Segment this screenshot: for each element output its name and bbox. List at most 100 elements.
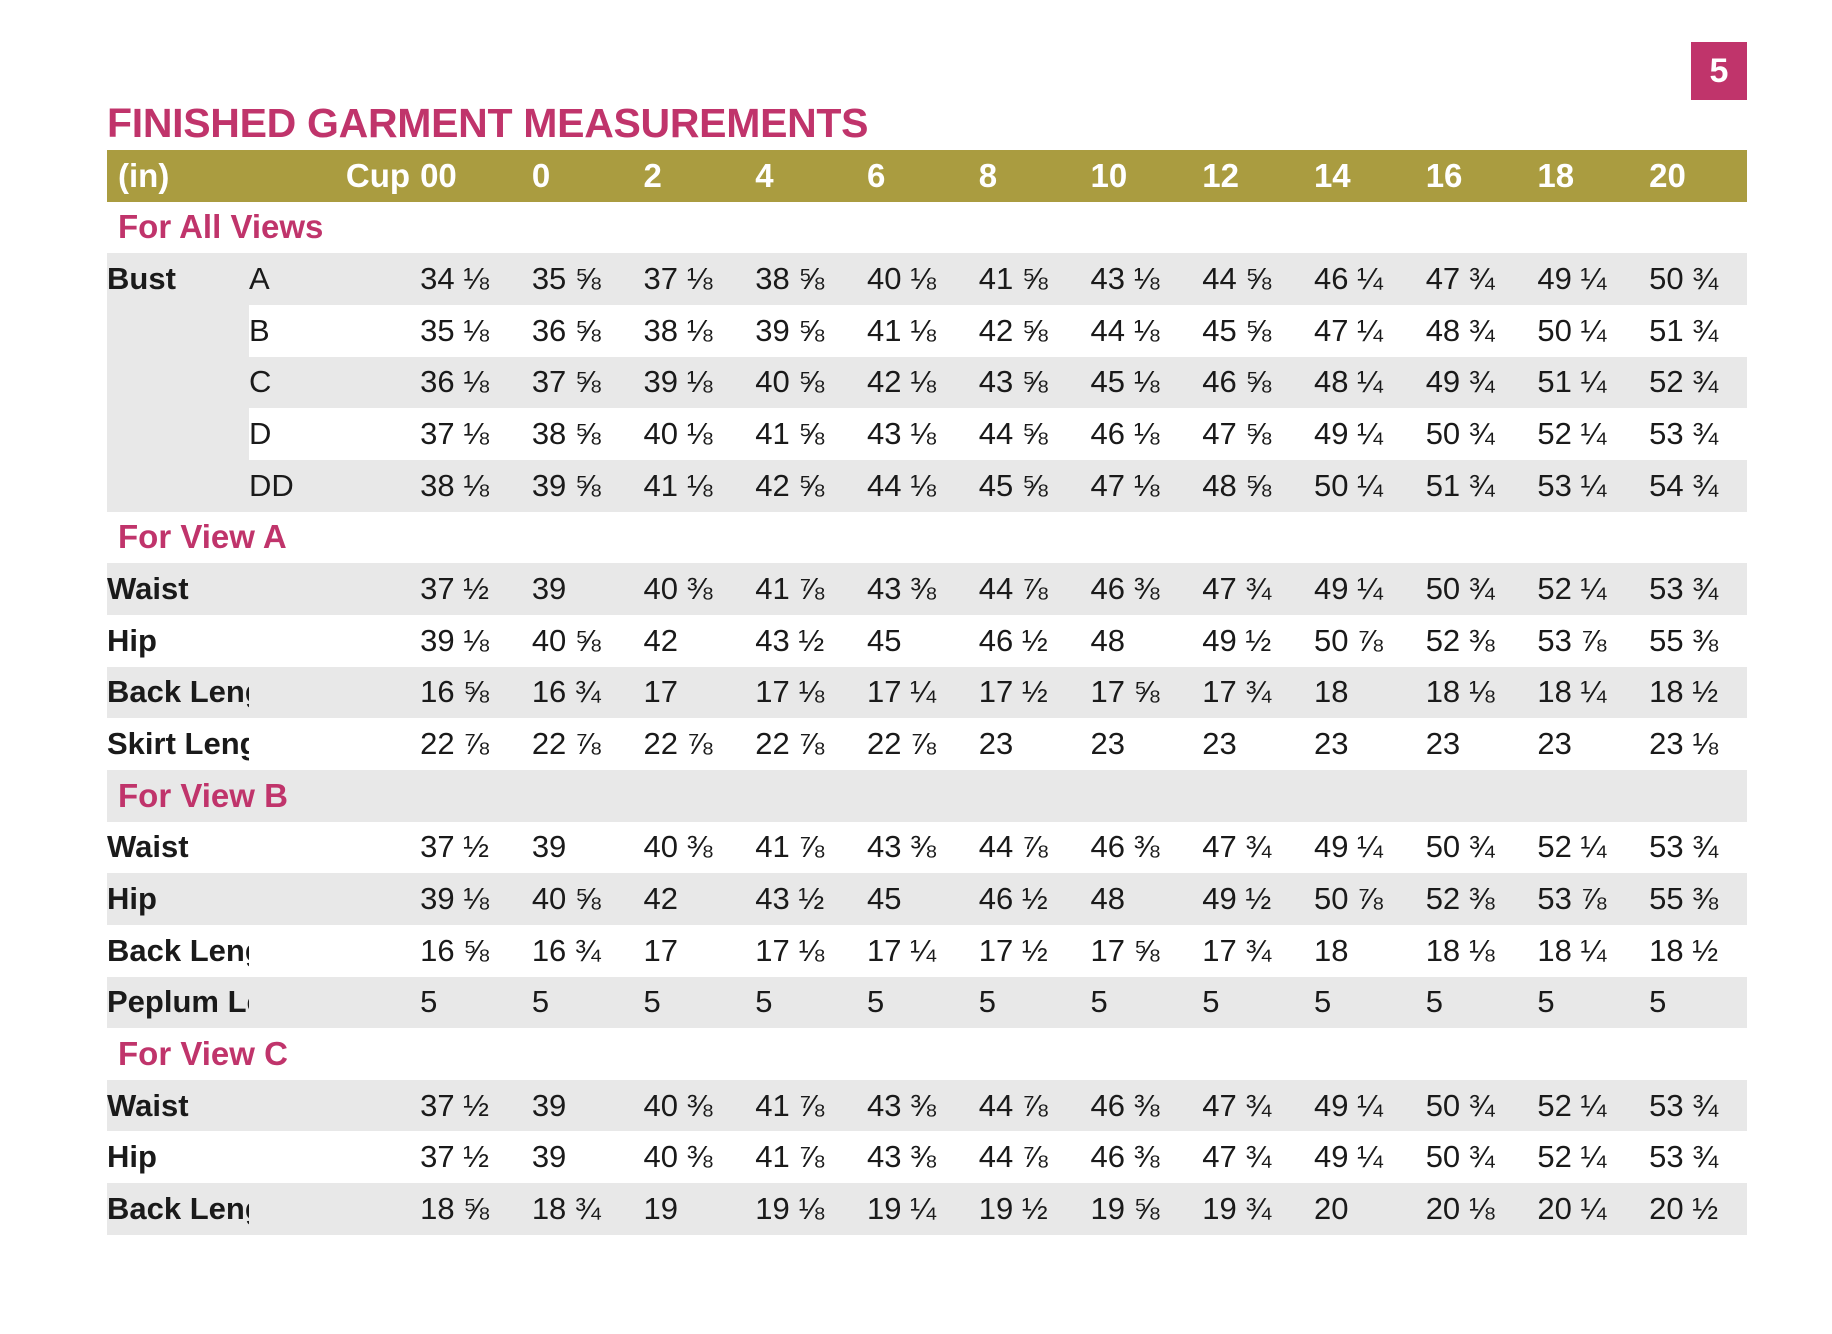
- measurement-value: 54 ¾: [1649, 459, 1747, 512]
- cup-cell: B: [248, 304, 421, 357]
- measurement-value: 18 ¾: [531, 1183, 644, 1235]
- measurement-row: B 35 ⅛ 36 ⅝ 38 ⅛ 39 ⅝ 41 ⅛ 42 ⅝ 44 ⅛ 45 ⅝ 47 ¼ 48 …: [107, 304, 1747, 357]
- measurement-value: 50 ¼: [1537, 304, 1650, 357]
- measurement-name: Waist: [107, 821, 249, 874]
- cup-cell: [248, 563, 421, 615]
- measurement-row: Hip 37 ½ 39 40 ⅜ 41 ⅞ 43 ⅜ 44 ⅞ 46 ⅜ 47 ¾ 49 ¼ 50 …: [107, 1131, 1747, 1184]
- measurement-name: Waist: [107, 563, 249, 615]
- measurement-name: Back Length: [107, 924, 249, 977]
- measurement-value: 17 ½: [978, 924, 1091, 977]
- measurement-value: 22 ⅞: [531, 718, 644, 770]
- measurement-value: 52 ⅜: [1425, 873, 1538, 925]
- measurement-value: 5: [1425, 976, 1538, 1029]
- measurement-value: 23: [1090, 718, 1203, 770]
- measurement-value: 46 ⅜: [1090, 563, 1203, 615]
- measurement-value: 52 ¾: [1649, 356, 1747, 409]
- measurement-value: 22 ⅞: [867, 718, 979, 770]
- measurement-value: 40 ⅜: [643, 1131, 756, 1184]
- measurement-value: 17 ½: [978, 666, 1091, 719]
- section-title: For All Views: [107, 201, 1747, 254]
- measurement-value: 37 ½: [420, 1079, 532, 1132]
- measurement-value: 45 ⅝: [1202, 304, 1314, 357]
- measurement-value: 50 ¾: [1425, 408, 1538, 460]
- measurement-value: 5: [867, 976, 979, 1029]
- size-header: 16: [1425, 150, 1538, 202]
- measurement-value: 53 ⅞: [1537, 873, 1650, 925]
- size-header: 00: [420, 150, 532, 202]
- measurement-value: 20 ⅛: [1425, 1183, 1538, 1235]
- measurement-value: 39: [531, 821, 644, 874]
- size-header: 2: [643, 150, 756, 202]
- measurement-value: 50 ⅞: [1313, 614, 1426, 667]
- measurement-name: Skirt Length: [107, 718, 249, 770]
- measurement-value: 40 ⅝: [755, 356, 868, 409]
- measurement-value: 22 ⅞: [643, 718, 756, 770]
- measurement-name: Back Length: [107, 1183, 249, 1235]
- measurement-value: 5: [420, 976, 532, 1029]
- unit-header: (in): [107, 150, 249, 202]
- measurement-value: 46 ⅜: [1090, 821, 1203, 874]
- measurement-value: 43 ⅜: [867, 1131, 979, 1184]
- measurement-value: 5: [978, 976, 1091, 1029]
- measurement-value: 39: [531, 563, 644, 615]
- measurement-row: Hip 39 ⅛ 40 ⅝ 42 43 ½ 45 46 ½ 48 49 ½ 50 ⅞ 52 ⅜ 53 …: [107, 873, 1747, 925]
- measurement-value: 42 ⅛: [867, 356, 979, 409]
- measurement-value: 23 ⅛: [1649, 718, 1747, 770]
- measurement-value: 19 ½: [978, 1183, 1091, 1235]
- measurement-value: 46 ⅜: [1090, 1079, 1203, 1132]
- section-header-row: For View B: [107, 769, 1747, 822]
- measurement-value: 40 ⅛: [867, 253, 979, 305]
- section-header-row: For View C: [107, 1028, 1747, 1080]
- measurement-value: 52 ¼: [1537, 563, 1650, 615]
- measurement-value: 18: [1313, 924, 1426, 977]
- measurement-value: 50 ¼: [1313, 459, 1426, 512]
- measurement-value: 50 ¾: [1425, 1079, 1538, 1132]
- measurement-value: 45 ⅝: [978, 459, 1091, 512]
- measurement-value: 50 ⅞: [1313, 873, 1426, 925]
- measurement-value: 5: [1537, 976, 1650, 1029]
- cup-cell: DD: [248, 459, 421, 512]
- measurement-value: 16 ¾: [531, 666, 644, 719]
- measurements-table: (in) Cup 00 0 2 4 6 8 10 12 14 16 18 20 …: [107, 150, 1747, 1235]
- size-header: 20: [1649, 150, 1747, 202]
- measurement-value: 49 ¼: [1313, 821, 1426, 874]
- measurement-value: 43 ½: [755, 873, 868, 925]
- measurement-value: 50 ¾: [1425, 1131, 1538, 1184]
- measurement-value: 39 ⅛: [643, 356, 756, 409]
- measurement-value: 23: [1537, 718, 1650, 770]
- measurement-value: 41 ⅛: [867, 304, 979, 357]
- measurement-name: [107, 304, 249, 357]
- measurement-value: 23: [1202, 718, 1314, 770]
- measurement-value: 43 ⅜: [867, 821, 979, 874]
- measurement-value: 51 ¾: [1649, 304, 1747, 357]
- measurement-name: Hip: [107, 614, 249, 667]
- measurement-name: Hip: [107, 873, 249, 925]
- measurement-value: 44 ⅝: [1202, 253, 1314, 305]
- measurement-value: 50 ¾: [1425, 821, 1538, 874]
- measurement-value: 5: [1090, 976, 1203, 1029]
- measurement-value: 17 ⅛: [755, 924, 868, 977]
- measurement-value: 48 ⅝: [1202, 459, 1314, 512]
- measurement-value: 19 ¾: [1202, 1183, 1314, 1235]
- size-header: 10: [1090, 150, 1203, 202]
- measurement-value: 18 ½: [1649, 666, 1747, 719]
- measurement-value: 53 ¾: [1649, 563, 1747, 615]
- measurement-value: 35 ⅝: [531, 253, 644, 305]
- measurement-value: 53 ¾: [1649, 408, 1747, 460]
- measurement-value: 49 ¼: [1313, 1131, 1426, 1184]
- measurement-value: 42 ⅝: [978, 304, 1091, 357]
- measurement-value: 19 ⅛: [755, 1183, 868, 1235]
- measurement-value: 23: [1425, 718, 1538, 770]
- size-header: 0: [531, 150, 644, 202]
- size-header: 6: [867, 150, 979, 202]
- measurement-value: 47 ¾: [1425, 253, 1538, 305]
- measurement-name: [107, 356, 249, 409]
- cup-cell: C: [248, 356, 421, 409]
- measurement-value: 43 ⅜: [867, 1079, 979, 1132]
- measurement-value: 17: [643, 924, 756, 977]
- measurement-value: 5: [643, 976, 756, 1029]
- measurement-value: 55 ⅜: [1649, 614, 1747, 667]
